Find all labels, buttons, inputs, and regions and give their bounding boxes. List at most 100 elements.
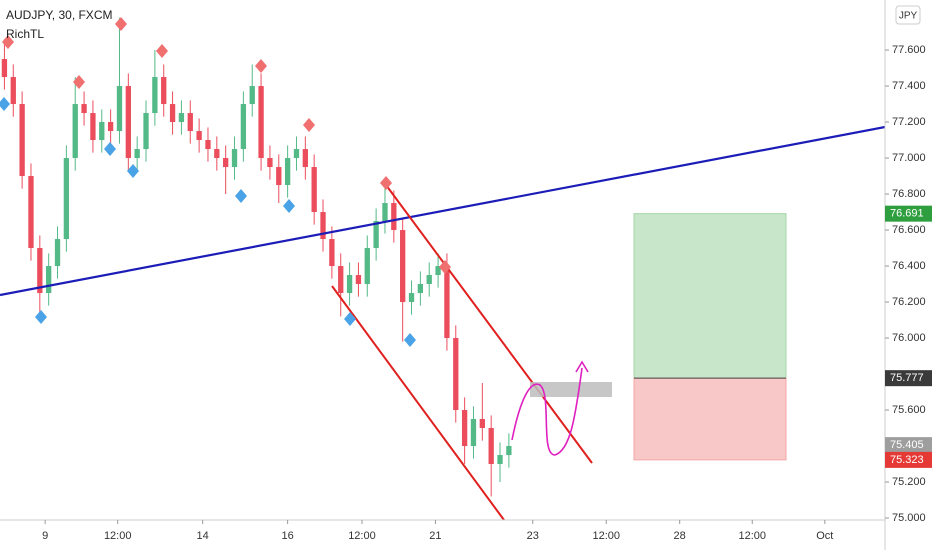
x-tick-label: 21	[429, 530, 441, 542]
y-tick-label: 77.400	[892, 80, 926, 92]
arrow-head	[575, 360, 589, 373]
candle-body	[470, 419, 477, 447]
high-pivots	[2, 17, 451, 274]
candle-body	[249, 86, 255, 105]
profit-zone	[633, 213, 787, 379]
candle-body	[143, 113, 149, 150]
candle-body	[497, 455, 503, 465]
candle-body	[284, 158, 291, 186]
candle-body	[28, 176, 34, 249]
candle-body	[107, 122, 114, 132]
candles	[1, 17, 512, 497]
x-tick-label: 28	[674, 530, 686, 542]
candle-body	[99, 122, 105, 141]
y-tick-label: 76.600	[892, 224, 926, 236]
candle-body	[90, 113, 96, 141]
candle-body	[426, 275, 432, 285]
candle-body	[125, 86, 131, 159]
candle-body	[19, 104, 25, 177]
candle-body	[134, 149, 140, 159]
candle-body	[329, 239, 335, 267]
price-tag	[885, 370, 932, 387]
position-tool	[633, 213, 787, 461]
x-tick-label: 12:00	[738, 530, 766, 542]
candle-body	[453, 338, 459, 411]
candle-body	[311, 167, 317, 213]
candle-body	[435, 266, 441, 276]
channel-top	[385, 184, 593, 464]
low-pivots	[0, 97, 416, 347]
candle-body	[364, 248, 370, 285]
candle-body	[196, 131, 202, 141]
currency-badge[interactable]	[895, 5, 921, 25]
loss-zone	[633, 377, 787, 461]
candle-body	[382, 203, 388, 222]
candle-body	[178, 113, 185, 123]
candle-body	[63, 158, 70, 240]
candle-body	[223, 158, 229, 168]
candle-body	[152, 77, 158, 114]
candle-body	[461, 410, 468, 447]
candle-body	[72, 104, 78, 159]
price-tag-label: 75.323	[890, 454, 924, 466]
indicator: RichTL	[6, 27, 44, 41]
drawings	[0, 17, 886, 521]
candle-body	[258, 86, 264, 159]
candle-body	[1, 59, 8, 78]
x-tick-label: 16	[282, 530, 294, 542]
candle-body	[205, 140, 211, 150]
candle-body	[267, 158, 273, 168]
trend-line	[0, 125, 886, 297]
candle-body	[417, 284, 424, 294]
x-tick-label: 12:00	[104, 530, 132, 542]
y-tick-label: 75.200	[892, 476, 926, 488]
candle-body	[54, 239, 61, 267]
y-tick-label: 77.600	[892, 44, 926, 56]
y-tick-label: 75.600	[892, 404, 926, 416]
candle-body	[408, 293, 415, 303]
candle-body	[81, 104, 87, 114]
x-tick-label: Oct	[816, 530, 833, 542]
candle-body	[373, 221, 379, 249]
candle-body	[488, 428, 494, 465]
candle-body	[338, 266, 344, 294]
currency[interactable]: JPY	[899, 11, 918, 22]
y-tick-label: 76.400	[892, 260, 926, 272]
y-tick-label: 76.000	[892, 332, 926, 344]
y-tick-label: 77.000	[892, 152, 926, 164]
channel-bottom	[331, 285, 505, 521]
price-tag	[885, 451, 932, 468]
y-tick-label: 76.200	[892, 296, 926, 308]
candle-body	[479, 419, 485, 429]
candle-body	[355, 275, 362, 285]
symbol: AUDJPY, 30, FXCM	[6, 8, 112, 22]
zone	[530, 382, 612, 397]
candle-body	[276, 167, 282, 186]
candle-body	[320, 212, 326, 240]
candle-body	[10, 77, 16, 105]
price-tag-label: 75.777	[890, 372, 924, 384]
price-tag-label: 76.691	[890, 208, 924, 220]
y-tick-label: 75.000	[892, 512, 926, 524]
axes: 75.000 75.200 75.600 76.000 76.200 76.400 76.6…	[42, 44, 932, 542]
candle-body	[444, 266, 450, 339]
candle-body	[169, 104, 176, 123]
candle-body	[346, 275, 353, 294]
candle-body	[302, 149, 308, 168]
candle-body	[231, 149, 238, 168]
candle-body	[240, 104, 247, 150]
x-tick-label: 12:00	[592, 530, 620, 542]
candle-body	[391, 203, 397, 231]
x-tick-label: 14	[197, 530, 209, 542]
candle-body	[214, 149, 220, 159]
candle-body	[293, 149, 300, 159]
y-tick-label: 77.200	[892, 116, 926, 128]
price-tag	[885, 205, 932, 222]
candle-body	[161, 77, 167, 105]
candle-body	[187, 113, 193, 132]
x-tick-label: 12:00	[348, 530, 376, 542]
candle-body	[46, 266, 52, 294]
candle-body	[506, 446, 512, 456]
x-tick-label: 9	[42, 530, 48, 542]
